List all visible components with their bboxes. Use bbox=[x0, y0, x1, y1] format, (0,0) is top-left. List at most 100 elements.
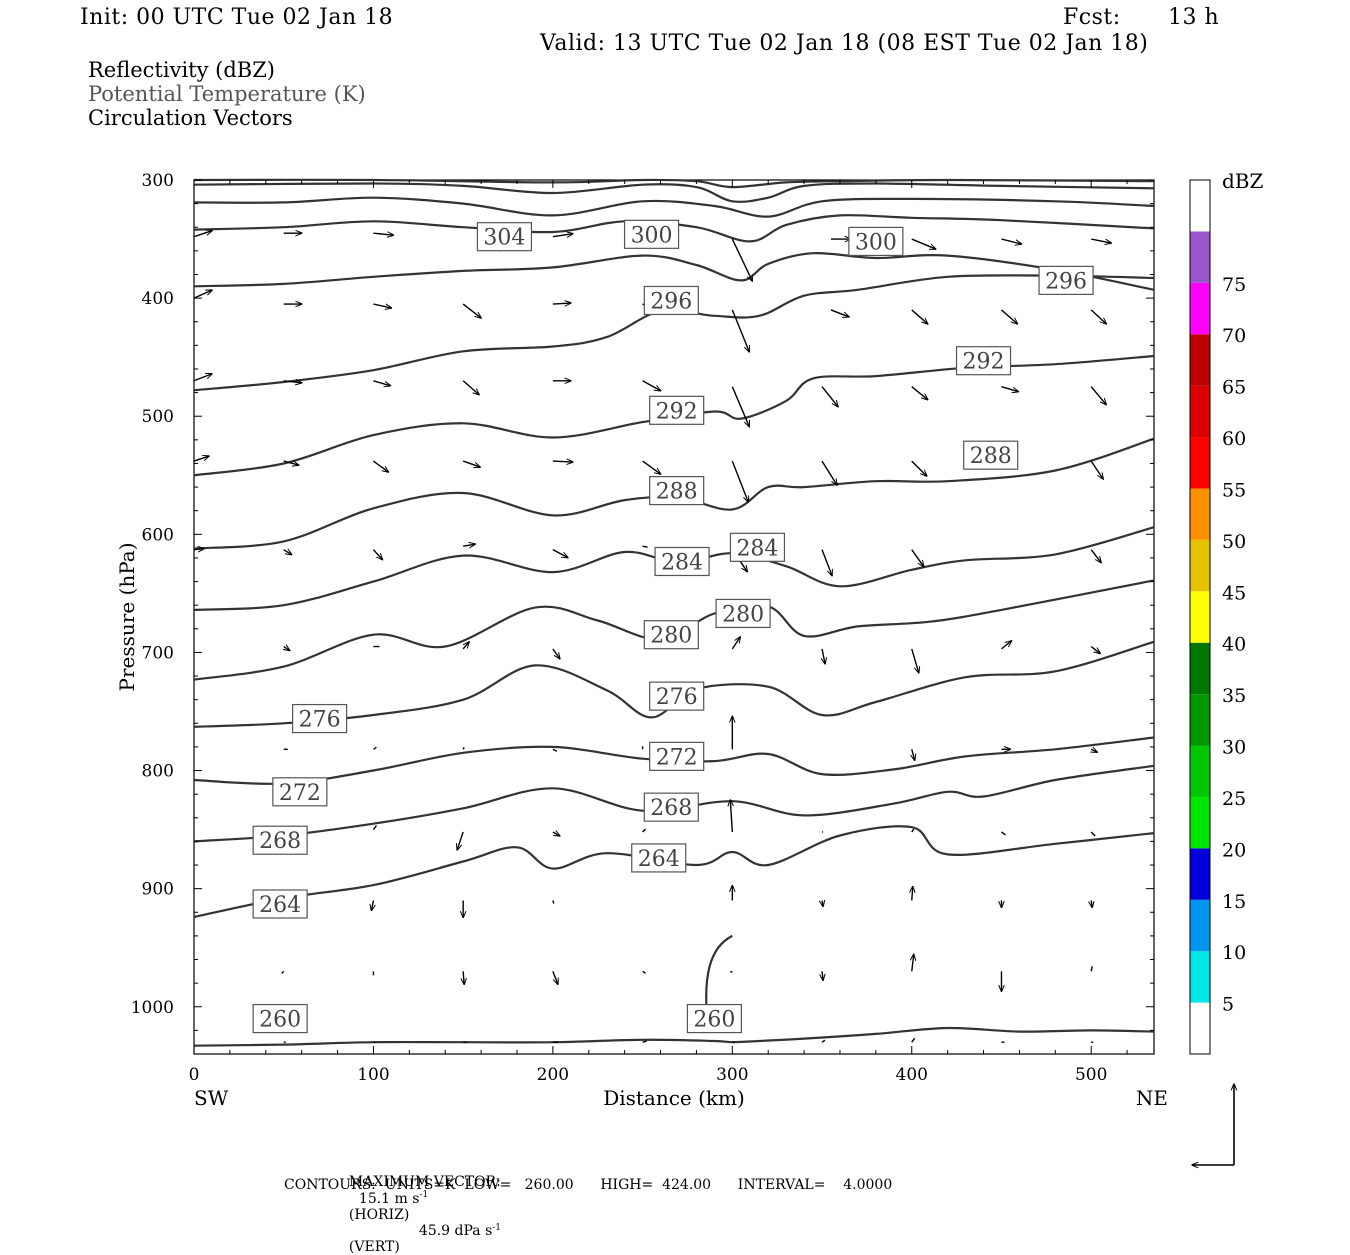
circulation-vector bbox=[1001, 386, 1018, 392]
colorbar-label: 5 bbox=[1222, 994, 1234, 1016]
circulation-vector bbox=[912, 886, 913, 901]
contour-line-268 bbox=[193, 764, 1155, 843]
circulation-vector bbox=[1090, 645, 1100, 654]
circulation-vector bbox=[552, 461, 573, 462]
circulation-vector bbox=[462, 380, 479, 395]
colorbar-segment bbox=[1190, 591, 1210, 643]
circulation-vector bbox=[1001, 309, 1017, 324]
contour-label-box bbox=[715, 598, 771, 629]
colorbar-label: 35 bbox=[1222, 685, 1246, 707]
y-tick-label: 400 bbox=[142, 289, 174, 309]
circulation-vector bbox=[912, 954, 914, 972]
circulation-vector bbox=[193, 549, 204, 550]
forecast-label: Fcst: bbox=[1063, 5, 1121, 30]
circulation-vector bbox=[911, 828, 915, 833]
legend-reflectivity: Reflectivity (dBZ) bbox=[88, 58, 276, 82]
contour-label: 268 bbox=[259, 829, 301, 854]
colorbar-segment bbox=[1190, 282, 1210, 335]
contour-label: 264 bbox=[638, 847, 680, 872]
circulation-vector bbox=[821, 460, 837, 485]
contour-label: 284 bbox=[736, 536, 778, 561]
circulation-vector bbox=[372, 549, 382, 560]
colorbar: 5 10 15 20 25 30 35 40 45 50 55 60 65 70 75 bbox=[1189, 179, 1246, 1055]
contour-label-box bbox=[654, 546, 710, 577]
circulation-vector bbox=[731, 637, 740, 650]
contour-label-box bbox=[649, 681, 705, 711]
contour-label-box bbox=[649, 741, 705, 771]
contour-label-box bbox=[955, 346, 1012, 376]
colorbar-segment bbox=[1190, 437, 1210, 489]
contour-label-box bbox=[649, 395, 705, 425]
circulation-vector bbox=[457, 831, 464, 850]
contour-label: 272 bbox=[656, 745, 698, 770]
circulation-vector bbox=[821, 549, 832, 576]
contour-label: 300 bbox=[855, 230, 897, 255]
circulation-vector bbox=[283, 550, 292, 555]
circulation-vector bbox=[373, 380, 390, 386]
x-axis-left-label: SW bbox=[194, 1086, 229, 1110]
circulation-vector bbox=[642, 970, 646, 974]
circulation-vector bbox=[730, 800, 732, 833]
colorbar-label: 50 bbox=[1222, 531, 1246, 553]
circulation-vector bbox=[642, 380, 661, 391]
contour-label-box bbox=[292, 703, 348, 734]
circulation-vector bbox=[822, 900, 823, 906]
contour-label-box bbox=[848, 226, 904, 257]
x-tick-label: 300 bbox=[716, 1065, 748, 1085]
circulation-vector bbox=[911, 549, 924, 567]
contour-label-layer: 304 300 300 296 296 292 292 288 288 284 284 280 280 2… bbox=[252, 219, 1094, 1034]
circulation-vector bbox=[911, 460, 927, 476]
colorbar-segment bbox=[1190, 848, 1210, 900]
contour-label: 292 bbox=[963, 350, 1005, 375]
circulation-vector bbox=[642, 460, 661, 474]
circulation-vector bbox=[911, 1037, 916, 1043]
circulation-vector bbox=[731, 386, 749, 427]
colorbar-label: 30 bbox=[1222, 737, 1246, 759]
circulation-vector bbox=[373, 233, 393, 235]
colorbar-label: 55 bbox=[1222, 479, 1246, 501]
colorbar-label: 60 bbox=[1222, 428, 1246, 450]
colorbar-segment bbox=[1190, 334, 1210, 386]
circulation-vector bbox=[463, 971, 464, 984]
max-vector-vertical: 45.9 dPa s bbox=[418, 1223, 493, 1240]
circulation-vector bbox=[1090, 831, 1096, 837]
circulation-vector bbox=[731, 460, 748, 502]
contour-line-298 bbox=[193, 252, 1155, 291]
colorbar-label: 65 bbox=[1222, 377, 1246, 399]
contour-line-264 bbox=[193, 825, 1155, 919]
colorbar-segment bbox=[1190, 539, 1210, 592]
colorbar-segment bbox=[1190, 180, 1210, 232]
contour-label-box bbox=[252, 825, 308, 855]
contour-label: 288 bbox=[656, 480, 698, 505]
vertical-exponent: -1 bbox=[492, 1222, 502, 1233]
contour-line-302 bbox=[193, 196, 1155, 218]
contour-label-box bbox=[729, 532, 786, 562]
circulation-vector bbox=[552, 971, 558, 984]
colorbar-segment bbox=[1190, 694, 1210, 746]
circulation-vector bbox=[911, 309, 928, 324]
x-tick-label: 0 bbox=[189, 1065, 200, 1085]
reference-vector bbox=[1192, 1084, 1234, 1165]
circulation-vector bbox=[373, 746, 377, 750]
contour-label: 268 bbox=[650, 796, 692, 821]
colorbar-segment bbox=[1190, 796, 1210, 849]
circulation-vector bbox=[1090, 309, 1106, 324]
colorbar-segment bbox=[1190, 951, 1210, 1003]
contour-label-box bbox=[1038, 265, 1094, 295]
circulation-vector bbox=[373, 303, 391, 308]
valid-time: Valid: 13 UTC Tue 02 Jan 18 (08 EST Tue … bbox=[540, 31, 1149, 56]
circulation-vector bbox=[1001, 641, 1011, 650]
contour-label: 300 bbox=[631, 223, 673, 248]
circulation-vector bbox=[552, 832, 560, 836]
circulation-vector bbox=[371, 900, 373, 910]
circulation-vector bbox=[911, 648, 919, 673]
max-vector-label: MAXIMUM VECTOR: bbox=[348, 1174, 501, 1190]
circulation-vector bbox=[821, 386, 838, 407]
circulation-vector bbox=[552, 303, 571, 304]
colorbar-segment bbox=[1190, 231, 1210, 283]
circulation-vector bbox=[373, 460, 388, 472]
contour-label: 296 bbox=[650, 289, 692, 314]
x-axis-right-label: NE bbox=[1136, 1086, 1168, 1110]
circulation-vector bbox=[821, 1039, 826, 1043]
circulation-vector bbox=[193, 290, 212, 299]
